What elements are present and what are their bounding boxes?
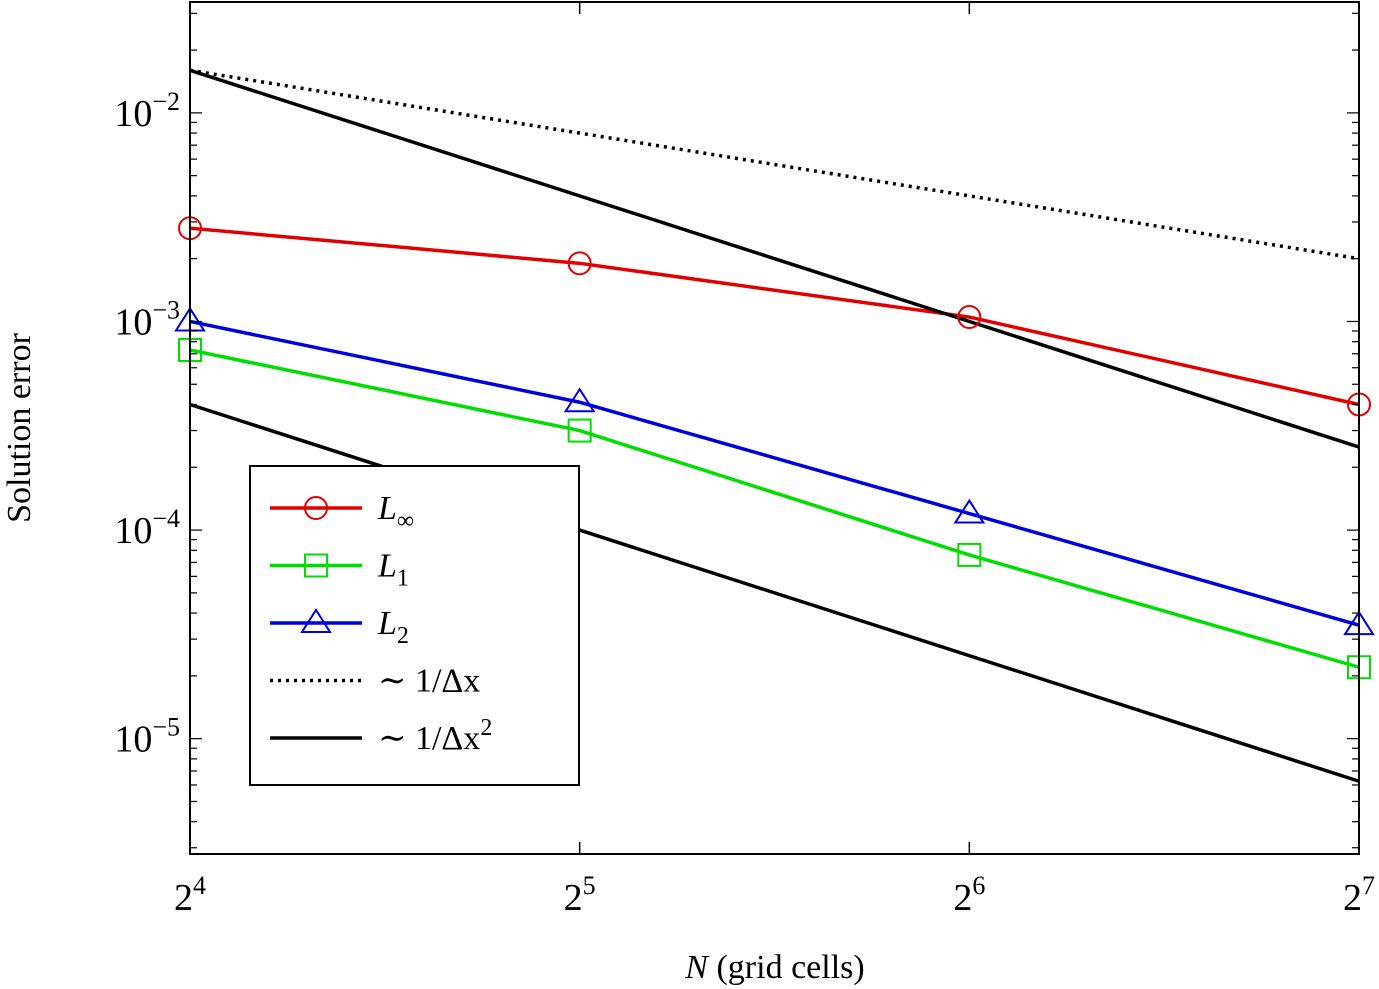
legend: L∞ L1 L2 ∼ 1/Δx ∼ 1/Δx2 xyxy=(249,465,580,786)
plot-lines xyxy=(189,68,1360,783)
legend-box xyxy=(249,465,580,786)
y-tick-label-0: 10−2 xyxy=(114,87,180,135)
plot-area-frame xyxy=(189,1,1360,855)
legend-label-second_a: ∼ 1/Δx2 xyxy=(378,715,492,757)
legend-marker-l1 xyxy=(304,553,328,578)
data-point-linf-2 xyxy=(957,305,982,330)
tick-labels: 24 25 26 27 10−2 10−3 10−4 10−5 xyxy=(114,87,1375,919)
series-line-l2 xyxy=(189,319,1360,627)
x-axis-title: N (grid cells) xyxy=(684,949,864,986)
legend-label-l2: L2 xyxy=(377,605,409,649)
y-axis-title: Solution error xyxy=(1,332,38,522)
legend-entry-second_a: ∼ 1/Δx2 xyxy=(270,715,492,757)
data-point-l2-2 xyxy=(953,498,986,524)
legend-entry-first: ∼ 1/Δx xyxy=(270,663,480,700)
legend-entry-l2: L2 xyxy=(270,605,409,649)
data-point-linf-1 xyxy=(567,251,592,276)
data-point-l1-2 xyxy=(957,542,982,567)
data-point-l1-1 xyxy=(567,418,592,443)
legend-entry-l1: L1 xyxy=(270,548,409,592)
legend-label-l1: L1 xyxy=(377,548,409,592)
legend-marker-linf xyxy=(304,496,328,520)
axis-ticks xyxy=(189,2,1360,854)
x-tick-label-3: 27 xyxy=(1343,871,1375,919)
series-line-l1 xyxy=(189,348,1360,669)
y-tick-label-2: 10−4 xyxy=(114,504,180,552)
x-tick-label-0: 24 xyxy=(174,871,206,919)
x-tick-label-1: 25 xyxy=(564,871,596,919)
plot-markers xyxy=(174,216,1375,680)
legend-label-linf: L∞ xyxy=(377,490,414,534)
legend-marker-l2 xyxy=(300,608,332,633)
series-line-second_a xyxy=(189,68,1360,449)
series-line-linf xyxy=(189,226,1360,407)
legend-label-first: ∼ 1/Δx xyxy=(378,663,480,700)
legend-entry-linf: L∞ xyxy=(270,490,414,534)
series-line-first xyxy=(189,68,1360,261)
x-tick-label-2: 26 xyxy=(953,871,985,919)
y-tick-label-3: 10−5 xyxy=(114,713,180,761)
y-tick-label-1: 10−3 xyxy=(114,295,180,343)
data-point-l2-1 xyxy=(563,387,596,413)
